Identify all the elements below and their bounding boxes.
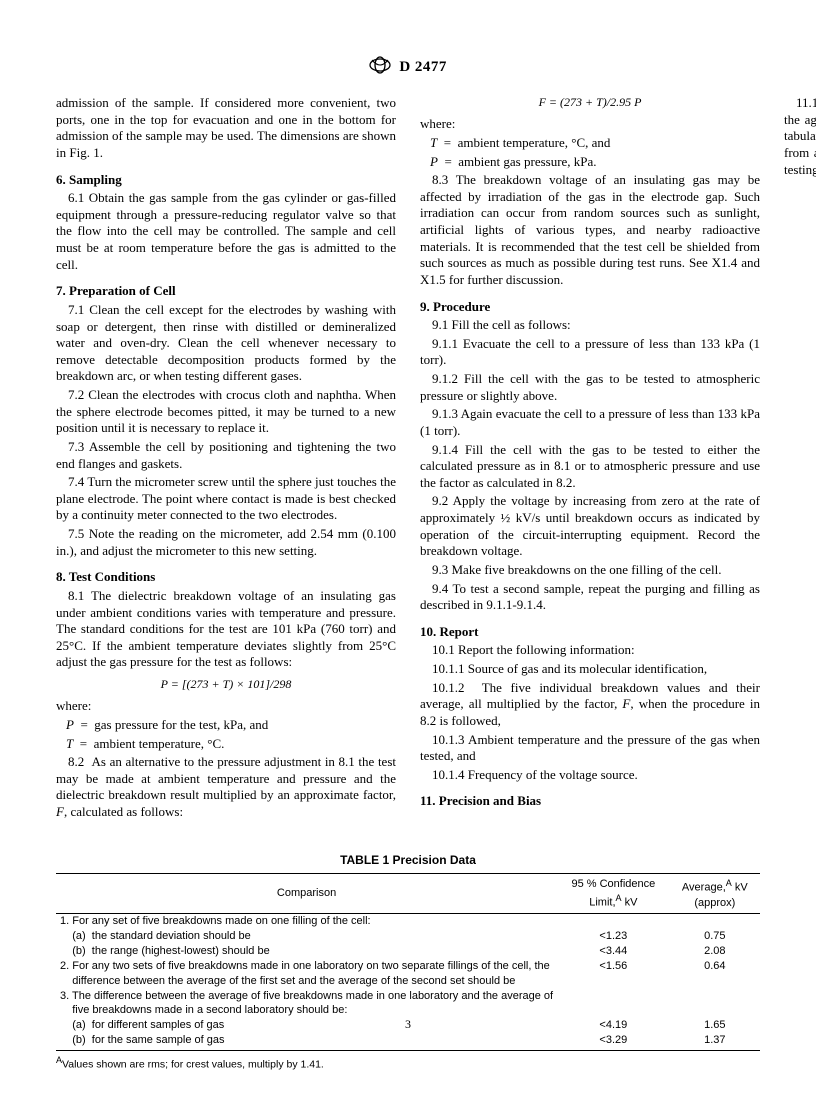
astm-logo [369,56,391,79]
para-10-1-1: 10.1.1 Source of gas and its molecular i… [420,661,760,678]
para-8-3: 8.3 The breakdown voltage of an insulati… [420,172,760,288]
para-7-1: 7.1 Clean the cell except for the electr… [56,302,396,385]
section-7-head: 7. Preparation of Cell [56,283,396,300]
para-7-4: 7.4 Turn the micrometer screw until the … [56,474,396,524]
where-1: where: [56,698,396,715]
table-footnote: AValues shown are rms; for crest values,… [56,1055,760,1071]
designation: D 2477 [399,59,447,75]
table-row: (b) for the same sample of gas<3.291.37 [56,1033,760,1048]
th-avg: Average,A kV(approx) [670,874,760,914]
page-header: D 2477 [56,56,760,79]
section-8-head: 8. Test Conditions [56,569,396,586]
section-10-head: 10. Report [420,624,760,641]
para-9-4: 9.4 To test a second sample, repeat the … [420,581,760,614]
table-row: difference between the average of the fi… [56,974,760,989]
page-number: 3 [0,1017,816,1032]
formula-2: F = (273 + T)/2.95 P [420,95,760,110]
para-9-1-4: 9.1.4 Fill the cell with the gas to be t… [420,442,760,492]
para-6-1: 6.1 Obtain the gas sample from the gas c… [56,190,396,273]
formula-1: P = [(273 + T) × 101]/298 [56,677,396,692]
para-10-1: 10.1 Report the following information: [420,642,760,659]
para-10-1-3: 10.1.3 Ambient temperature and the press… [420,732,760,765]
where-1-t: T = ambient temperature, °C. [56,736,396,753]
where-2: where: [420,116,760,133]
para-7-3: 7.3 Assemble the cell by positioning and… [56,439,396,472]
para-7-2: 7.2 Clean the electrodes with crocus clo… [56,387,396,437]
para-9-2: 9.2 Apply the voltage by increasing from… [420,493,760,560]
para-9-3: 9.3 Make five breakdowns on the one fill… [420,562,760,579]
section-6-head: 6. Sampling [56,172,396,189]
table-row: (b) the range (highest-lowest) should be… [56,944,760,959]
para-9-1-2: 9.1.2 Fill the cell with the gas to be t… [420,371,760,404]
section-11-head: 11. Precision and Bias [420,793,760,810]
para-9-1: 9.1 Fill the cell as follows: [420,317,760,334]
table-row: 3. The difference between the average of… [56,989,760,1004]
table-bottom-rule [56,1050,760,1051]
intro-para: admission of the sample. If considered m… [56,95,396,162]
table-row: 2. For any two sets of five breakdowns m… [56,959,760,974]
para-9-1-1: 9.1.1 Evacuate the cell to a pressure of… [420,336,760,369]
para-11-1: 11.1 The repeatability to be expected wi… [784,95,816,178]
table-row: (a) the standard deviation should be<1.2… [56,929,760,944]
table-1-title: TABLE 1 Precision Data [56,853,760,867]
where-2-p: P = ambient gas pressure, kPa. [420,154,760,171]
section-9-head: 9. Procedure [420,299,760,316]
where-2-t: T = ambient temperature, °C, and [420,135,760,152]
para-10-1-2: 10.1.2 The five individual breakdown val… [420,680,760,730]
th-conf: 95 % ConfidenceLimit,A kV [557,874,670,914]
para-10-1-4: 10.1.4 Frequency of the voltage source. [420,767,760,784]
para-7-5: 7.5 Note the reading on the micrometer, … [56,526,396,559]
table-row: 1. For any set of five breakdowns made o… [56,914,760,929]
body-columns: admission of the sample. If considered m… [56,95,760,835]
where-1-p: P = gas pressure for the test, kPa, and [56,717,396,734]
para-9-1-3: 9.1.3 Again evacuate the cell to a press… [420,406,760,439]
para-8-2: 8.2 As an alternative to the pressure ad… [56,754,396,821]
para-8-1: 8.1 The dielectric breakdown voltage of … [56,588,396,671]
th-comparison: Comparison [56,874,557,914]
